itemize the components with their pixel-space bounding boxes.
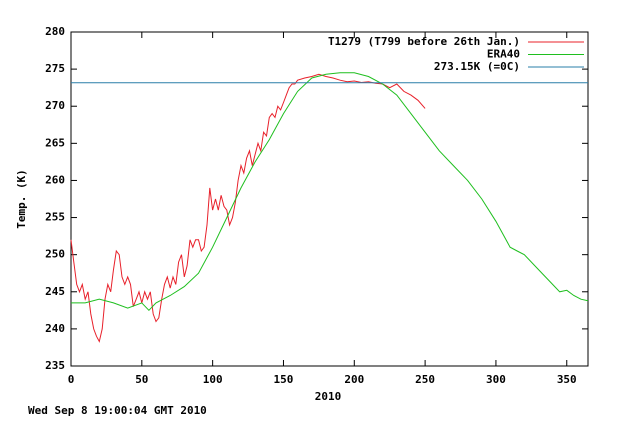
legend-label: 273.15K (=0C) — [434, 60, 520, 73]
y-tick-label: 280 — [45, 25, 65, 38]
y-tick-label: 260 — [45, 173, 65, 186]
y-tick-label: 275 — [45, 62, 65, 75]
data-line — [71, 72, 589, 312]
plot-frame — [70, 31, 589, 367]
data-line — [70, 73, 426, 343]
x-tick-label: 50 — [135, 373, 148, 386]
x-tick-label: 300 — [486, 373, 506, 386]
x-tick-label: 350 — [557, 373, 577, 386]
legend-label: T1279 (T799 before 26th Jan.) — [328, 35, 520, 48]
y-tick-label: 265 — [45, 136, 65, 149]
y-tick-label: 235 — [45, 359, 65, 372]
y-tick-label: 245 — [45, 285, 65, 298]
x-tick-label: 150 — [274, 373, 294, 386]
x-tick-label: 250 — [415, 373, 435, 386]
x-tick-label: 0 — [68, 373, 75, 386]
y-tick-label: 270 — [45, 99, 65, 112]
y-tick-label: 250 — [45, 248, 65, 261]
footer: Wed Sep 8 19:00:04 GMT 2010 — [28, 404, 207, 417]
x-tick-label: 100 — [203, 373, 223, 386]
y-tick-label: 240 — [45, 322, 65, 335]
x-axis-label: 2010 — [315, 390, 342, 403]
y-axis-label: Temp. (K) — [15, 169, 28, 229]
y-tick-label: 255 — [45, 211, 65, 224]
x-tick-label: 200 — [344, 373, 364, 386]
legend-label: ERA40 — [487, 48, 520, 61]
